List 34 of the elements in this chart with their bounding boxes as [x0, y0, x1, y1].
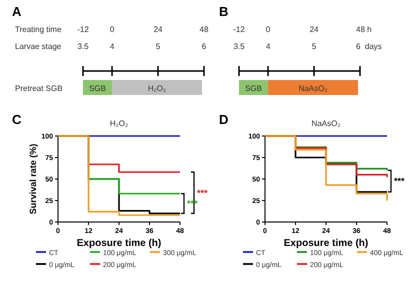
text: 0: [110, 25, 115, 34]
chart-title: D: [219, 112, 228, 127]
chart-subtitle: H₂O₂: [110, 119, 128, 128]
text: H₂O₂: [148, 84, 166, 93]
text: A: [12, 4, 22, 19]
text: -12: [233, 25, 246, 34]
text: 0: [266, 25, 271, 34]
text: NaAsO₂: [298, 84, 328, 93]
text: 6 days: [356, 42, 382, 51]
text: -12: [77, 25, 90, 34]
text: 48 h: [356, 25, 372, 34]
text: Pretreat SGB: [15, 84, 63, 93]
text: 4: [110, 42, 115, 51]
text: SGB: [245, 84, 262, 93]
text: Treating time: [15, 25, 62, 34]
text: 48: [200, 25, 209, 34]
text: 24: [310, 25, 320, 34]
text: 5: [156, 42, 161, 51]
text: 3.5: [77, 42, 90, 51]
chart-title: C: [12, 112, 22, 127]
text: ***: [394, 176, 406, 186]
x-axis-title: Exposure time (h): [76, 238, 162, 249]
text: 5: [312, 42, 317, 51]
text: 24: [154, 25, 164, 34]
text: B: [219, 4, 228, 19]
y-axis-title: Survival rate (%): [28, 144, 38, 214]
text: 3.5: [233, 42, 246, 51]
text: SGB: [89, 84, 106, 93]
chart-subtitle: NaAsO₂: [312, 119, 340, 128]
text: ***: [197, 188, 208, 198]
text: Larvae stage: [15, 42, 62, 51]
x-axis-title: Exposure time (h): [284, 238, 368, 249]
text: 4: [266, 42, 271, 51]
text: 6: [202, 42, 207, 51]
